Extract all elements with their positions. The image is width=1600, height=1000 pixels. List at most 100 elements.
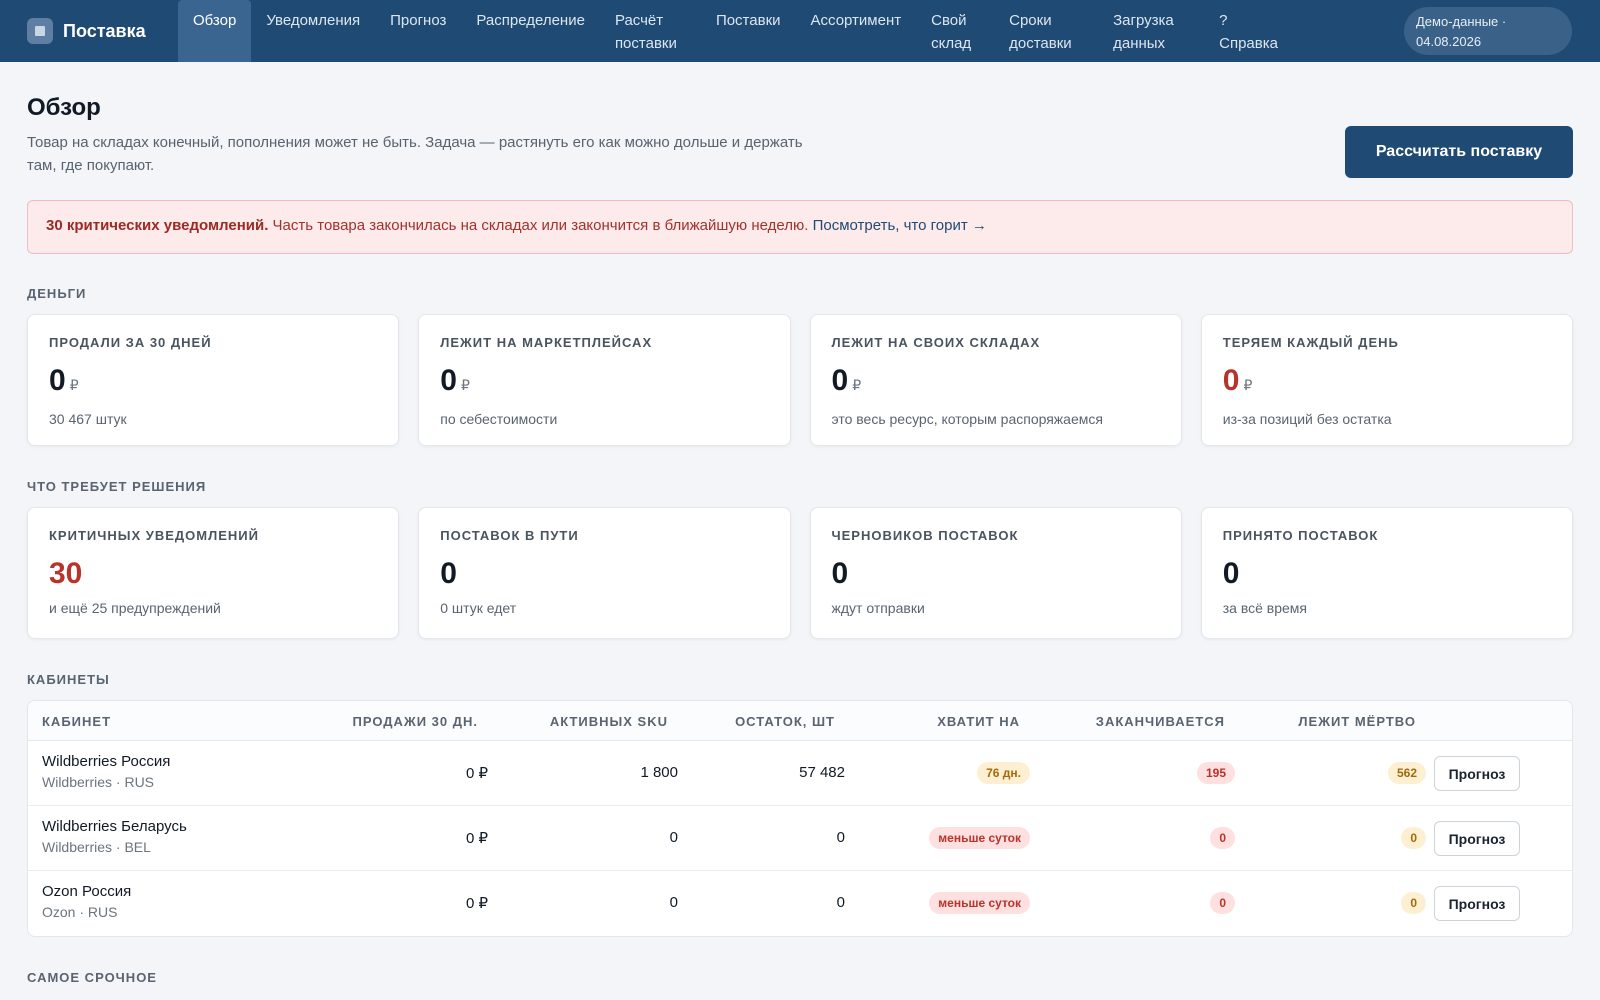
nav-item-help[interactable]: ? Справка: [1219, 12, 1278, 52]
metric-label: ПОСТАВОК В ПУТИ: [440, 528, 579, 543]
cabinets-table: КАБИНЕТ ПРОДАЖИ 30 ДН. АКТИВНЫХ SKU ОСТА…: [27, 700, 1573, 937]
cabinet-name: Wildberries Россия: [42, 753, 171, 770]
ending-badge: 0: [1210, 892, 1235, 914]
sales-value: 0 ₽: [465, 765, 488, 782]
square-logo-icon: [27, 18, 53, 44]
metric-subtext: 30 467 штук: [49, 411, 127, 427]
nav-item-shipment-calc[interactable]: Расчёт поставки: [614, 12, 677, 52]
table-row: Wildberries Россия Wildberries · RUS 0 ₽…: [28, 741, 1572, 806]
enough-for-badge: меньше суток: [929, 892, 1030, 914]
metric-label: ПРОДАЛИ ЗА 30 ДНЕЙ: [49, 335, 212, 350]
top-navigation-bar: Поставка Обзор Уведомления Прогноз Распр…: [0, 0, 1600, 62]
forecast-button[interactable]: Прогноз: [1434, 756, 1520, 791]
sales-value: 0 ₽: [465, 830, 488, 847]
main-nav: Обзор Уведомления Прогноз Распределение …: [178, 0, 1302, 62]
alert-link[interactable]: Посмотреть, что горит →: [812, 217, 987, 234]
nav-item-data-upload[interactable]: Загрузка данных: [1113, 12, 1174, 52]
dead-stock-badge: 0: [1401, 827, 1426, 849]
decision-cards: КРИТИЧНЫХ УВЕДОМЛЕНИЙ 30 и ещё 25 предуп…: [27, 507, 1573, 639]
cabinet-subtitle: Wildberries · RUS: [42, 774, 155, 790]
cabinet-cell: Wildberries Беларусь Wildberries · BEL: [42, 818, 187, 855]
ending-badge: 195: [1196, 762, 1235, 784]
alert-strong-text: 30 критических уведомлений.: [46, 217, 269, 234]
currency-label: ₽: [852, 377, 862, 393]
sales-value: 0 ₽: [465, 895, 488, 912]
table-row: Wildberries Беларусь Wildberries · BEL 0…: [28, 806, 1572, 871]
section-label-decisions: ЧТО ТРЕБУЕТ РЕШЕНИЯ: [27, 479, 207, 494]
active-sku-value: 1 800: [640, 764, 678, 781]
column-header: АКТИВНЫХ SKU: [549, 714, 668, 729]
demo-data-badge: Демо-данные · 04.08.2026: [1404, 7, 1572, 55]
cabinet-name: Ozon Россия: [42, 883, 132, 900]
metric-card[interactable]: ЧЕРНОВИКОВ ПОСТАВОК 0 ждут отправки: [809, 507, 1182, 639]
metric-card: ПРОДАЛИ ЗА 30 ДНЕЙ 0 ₽ 30 467 штук: [27, 314, 400, 446]
metric-subtext: из-за позиций без остатка: [1222, 411, 1392, 427]
metric-card: ТЕРЯЕМ КАЖДЫЙ ДЕНЬ 0 ₽ из-за позиций без …: [1200, 314, 1573, 446]
section-label-cabinets: КАБИНЕТЫ: [27, 672, 110, 687]
nav-item-forecast[interactable]: Прогноз: [390, 12, 447, 29]
metric-label: ЛЕЖИТ НА СВОИХ СКЛАДАХ: [831, 335, 1041, 350]
nav-item-delivery-times[interactable]: Сроки доставки: [1009, 12, 1072, 52]
nav-item-notifications[interactable]: Уведомления: [266, 12, 361, 29]
metric-value: 30: [49, 557, 83, 590]
enough-for-badge: 76 дн.: [977, 762, 1030, 784]
cabinet-subtitle: Ozon · RUS: [42, 904, 118, 920]
ending-badge: 0: [1210, 827, 1235, 849]
cabinet-cell: Ozon Россия Ozon · RUS: [42, 883, 131, 920]
enough-for-badge: меньше суток: [929, 827, 1030, 849]
column-header: ЛЕЖИТ МЁРТВО: [1298, 714, 1416, 729]
nav-item-distribution[interactable]: Распределение: [476, 12, 585, 29]
cabinet-name: Wildberries Беларусь: [42, 818, 187, 835]
nav-item-overview[interactable]: Обзор: [178, 0, 252, 62]
nav-item-assortment[interactable]: Ассортимент: [810, 12, 902, 29]
brand[interactable]: Поставка: [0, 0, 178, 62]
page-title: Обзор: [27, 94, 101, 121]
metric-card[interactable]: ПРИНЯТО ПОСТАВОК 0 за всё время: [1200, 507, 1573, 639]
metric-subtext: и ещё 25 предупреждений: [49, 600, 221, 616]
metric-value: 0 ₽: [440, 364, 470, 397]
metric-value: 0: [1222, 557, 1240, 590]
alert-text: Часть товара закончилась на складах или …: [268, 217, 813, 234]
column-header: ОСТАТОК, ШТ: [735, 714, 835, 729]
column-header: КАБИНЕТ: [42, 714, 112, 729]
forecast-button[interactable]: Прогноз: [1434, 886, 1520, 921]
metric-card[interactable]: ПОСТАВОК В ПУТИ 0 0 штук едет: [418, 507, 791, 639]
dead-stock-badge: 0: [1401, 892, 1426, 914]
metric-label: КРИТИЧНЫХ УВЕДОМЛЕНИЙ: [49, 528, 259, 543]
metric-card[interactable]: КРИТИЧНЫХ УВЕДОМЛЕНИЙ 30 и ещё 25 предуп…: [27, 507, 400, 639]
section-label-urgent: САМОЕ СРОЧНОЕ: [27, 970, 157, 985]
metric-label: ЛЕЖИТ НА МАРКЕТПЛЕЙСАХ: [440, 335, 653, 350]
stock-value: 0: [836, 829, 845, 846]
currency-label: ₽: [1243, 377, 1253, 393]
metric-value: 0 ₽: [831, 364, 862, 397]
table-row: Ozon Россия Ozon · RUS 0 ₽ 0 0 меньше су…: [28, 871, 1572, 936]
column-header: ПРОДАЖИ 30 ДН.: [352, 714, 478, 729]
brand-name: Поставка: [63, 20, 146, 41]
nav-item-own-warehouse[interactable]: Свой склад: [931, 12, 972, 52]
metric-subtext: это весь ресурс, которым распоряжаемся: [831, 411, 1103, 427]
metric-value: 0: [440, 557, 457, 590]
calculate-shipment-button[interactable]: Рассчитать поставку: [1345, 126, 1573, 178]
metric-subtext: ждут отправки: [831, 600, 925, 616]
metric-card: ЛЕЖИТ НА МАРКЕТПЛЕЙСАХ 0 ₽ по себестоимос…: [418, 314, 791, 446]
dead-stock-badge: 562: [1387, 762, 1426, 784]
page-description: Товар на складах конечный, пополнения мо…: [27, 134, 803, 174]
column-header: ЗАКАНЧИВАЕТСЯ: [1095, 714, 1225, 729]
metric-label: ЧЕРНОВИКОВ ПОСТАВОК: [831, 528, 1019, 543]
metric-value: 0 ₽: [1222, 364, 1253, 397]
metric-value: 0 ₽: [49, 364, 79, 397]
metric-label: ПРИНЯТО ПОСТАВОК: [1222, 528, 1379, 543]
cabinet-subtitle: Wildberries · BEL: [42, 839, 151, 855]
active-sku-value: 0: [669, 829, 678, 846]
forecast-button[interactable]: Прогноз: [1434, 821, 1520, 856]
metric-subtext: 0 штук едет: [440, 600, 517, 616]
money-cards: ПРОДАЛИ ЗА 30 ДНЕЙ 0 ₽ 30 467 штук ЛЕЖИТ …: [27, 314, 1573, 446]
metric-card: ЛЕЖИТ НА СВОИХ СКЛАДАХ 0 ₽ это весь ресур…: [809, 314, 1182, 446]
metric-subtext: по себестоимости: [440, 411, 558, 427]
nav-item-shipments[interactable]: Поставки: [715, 12, 781, 29]
section-label-money: ДЕНЬГИ: [27, 286, 87, 301]
critical-alert-banner: 30 критических уведомлений. Часть товара…: [27, 200, 1573, 254]
metric-value: 0: [831, 557, 849, 590]
cabinet-cell: Wildberries Россия Wildberries · RUS: [42, 753, 170, 790]
active-sku-value: 0: [669, 894, 678, 911]
